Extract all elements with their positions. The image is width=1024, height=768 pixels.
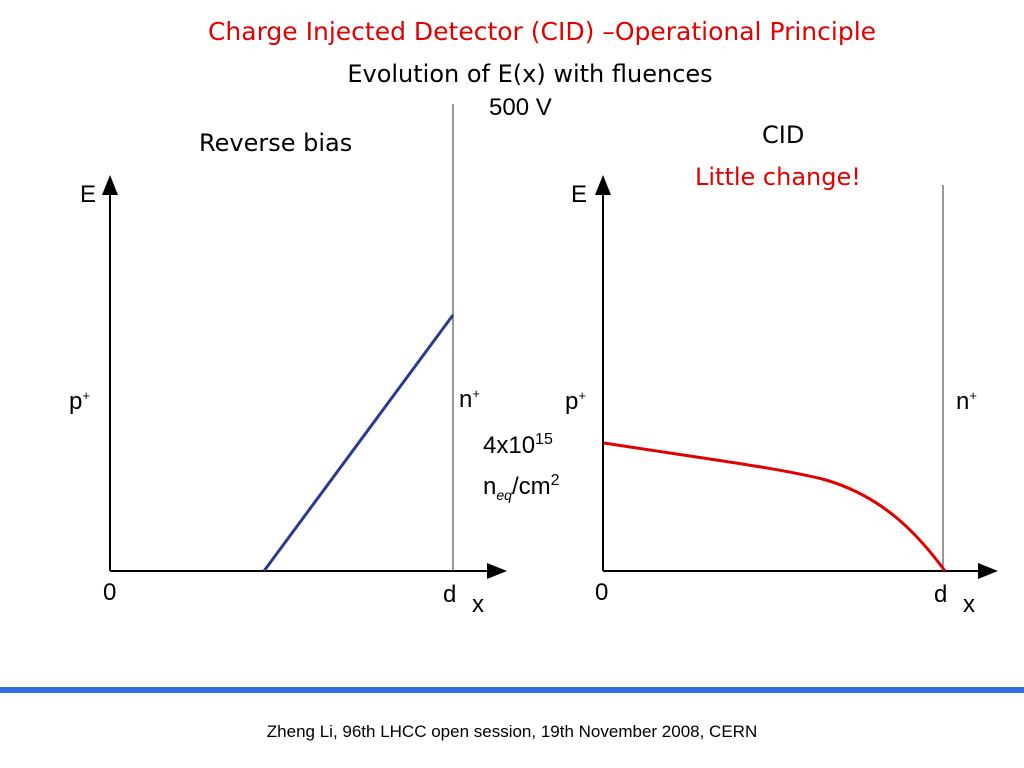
- fluence-unit: neq/cm2: [483, 472, 560, 503]
- left-panel-label: Reverse bias: [199, 129, 353, 157]
- slide-title: Charge Injected Detector (CID) –Operatio…: [207, 17, 877, 46]
- left-d-label: d: [443, 581, 457, 608]
- little-change-note: Little change!: [695, 163, 861, 191]
- fluence-value: 4x1015: [483, 431, 553, 460]
- footer-divider: [0, 687, 1024, 693]
- footer-credit: Zheng Li, 96th LHCC open session, 19th N…: [266, 722, 758, 741]
- right-d-label: d: [934, 581, 948, 608]
- right-x-axis-label: x: [963, 591, 975, 618]
- right-y-axis-label: E: [571, 181, 588, 208]
- left-p-plus-label: p+: [69, 388, 90, 415]
- left-n-plus-label: n+: [459, 386, 480, 413]
- cid-field-curve: [603, 441, 947, 572]
- left-y-axis-label: E: [80, 181, 97, 208]
- left-x-axis-label: x: [472, 591, 484, 618]
- slide-subtitle: Evolution of E(x) with fluences: [347, 60, 713, 88]
- right-panel-label: CID: [762, 121, 805, 149]
- bias-voltage: 500 V: [489, 94, 552, 121]
- right-origin-label: 0: [595, 579, 609, 606]
- right-n-plus-label: n+: [956, 388, 977, 415]
- right-p-plus-label: p+: [565, 388, 586, 415]
- reverse-bias-field-line: [262, 314, 455, 572]
- left-origin-label: 0: [103, 579, 117, 606]
